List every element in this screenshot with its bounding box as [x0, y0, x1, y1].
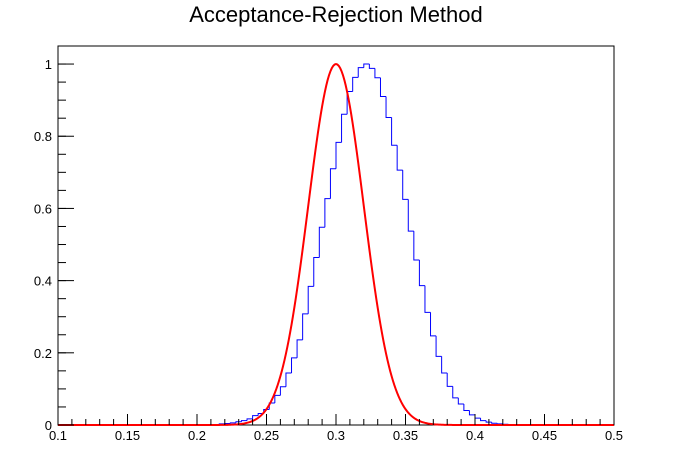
- histogram-bin: [407, 199, 414, 232]
- histogram-bin: [385, 96, 392, 118]
- histogram-bin: [352, 76, 359, 92]
- histogram-bin: [402, 170, 409, 200]
- histogram-bin: [246, 418, 253, 421]
- histogram-bin: [285, 372, 292, 387]
- plot-frame: [57, 45, 615, 426]
- histogram-bin: [302, 313, 309, 340]
- fit-curve-series: [58, 62, 614, 426]
- histogram-series: [58, 63, 614, 426]
- histogram-bin: [329, 168, 336, 199]
- histogram-bin: [368, 64, 375, 69]
- y-tick-label: 0: [45, 418, 52, 433]
- histogram-bin: [229, 422, 236, 424]
- histogram-bin: [235, 421, 242, 423]
- y-tick-label: 0.8: [34, 129, 52, 144]
- histogram-bin: [452, 386, 459, 399]
- histogram-bin: [313, 257, 320, 287]
- x-tick-label: 0.25: [254, 428, 279, 443]
- histogram-bin: [463, 404, 470, 412]
- y-tick-label: 0.4: [34, 274, 52, 289]
- histogram-bin: [485, 420, 492, 423]
- x-tick-label: 0.2: [188, 428, 206, 443]
- histogram-bin: [418, 260, 425, 287]
- histogram-bin: [335, 141, 342, 169]
- histogram-bin: [430, 312, 437, 337]
- histogram-bin: [374, 68, 381, 79]
- histogram-bin: [480, 418, 487, 422]
- axes: 0.1 0.15 0.2 0.25 0.3 0.35 0.4 0.45 0.5 0 0.2 0.4 0.…: [34, 45, 623, 443]
- x-tick-label: 0.4: [466, 428, 484, 443]
- histogram-bin: [446, 373, 453, 387]
- histogram-bin: [468, 410, 475, 416]
- x-tick-label: 0.45: [532, 428, 557, 443]
- histogram-bin: [296, 339, 303, 358]
- histogram-bin: [424, 285, 431, 313]
- histogram-bin: [435, 335, 442, 357]
- chart-title: Acceptance-Rejection Method: [189, 2, 483, 27]
- x-tick-label: 0.5: [605, 428, 623, 443]
- histogram-bin: [307, 285, 314, 314]
- histogram-bin: [341, 113, 348, 143]
- y-tick-label: 0.2: [34, 346, 52, 361]
- histogram-bin: [396, 145, 403, 171]
- histogram-bin: [391, 117, 398, 146]
- histogram-bin: [363, 63, 370, 68]
- fit-curve: [58, 62, 614, 426]
- histogram-bin: [441, 356, 448, 374]
- histogram-bin: [491, 422, 498, 424]
- histogram-bin: [252, 415, 259, 419]
- histogram-bin: [279, 386, 286, 396]
- histogram-bin: [357, 67, 364, 78]
- y-tick-label: 0.6: [34, 201, 52, 216]
- x-tick-label: 0.35: [393, 428, 418, 443]
- x-tick-label: 0.1: [49, 428, 67, 443]
- histogram-bin: [291, 357, 298, 374]
- histogram-bin: [324, 198, 331, 228]
- x-tick-label: 0.3: [327, 428, 345, 443]
- y-tick-label: 1: [45, 57, 52, 72]
- histogram-bin: [474, 414, 481, 419]
- histogram-bin: [496, 423, 503, 425]
- histogram-bin: [379, 77, 387, 98]
- histogram-bin: [240, 420, 248, 422]
- histogram-bin: [274, 394, 281, 403]
- histogram-bin: [413, 231, 420, 261]
- histogram-bin: [457, 397, 464, 405]
- x-tick-label: 0.15: [115, 428, 140, 443]
- histogram-bin: [318, 226, 325, 258]
